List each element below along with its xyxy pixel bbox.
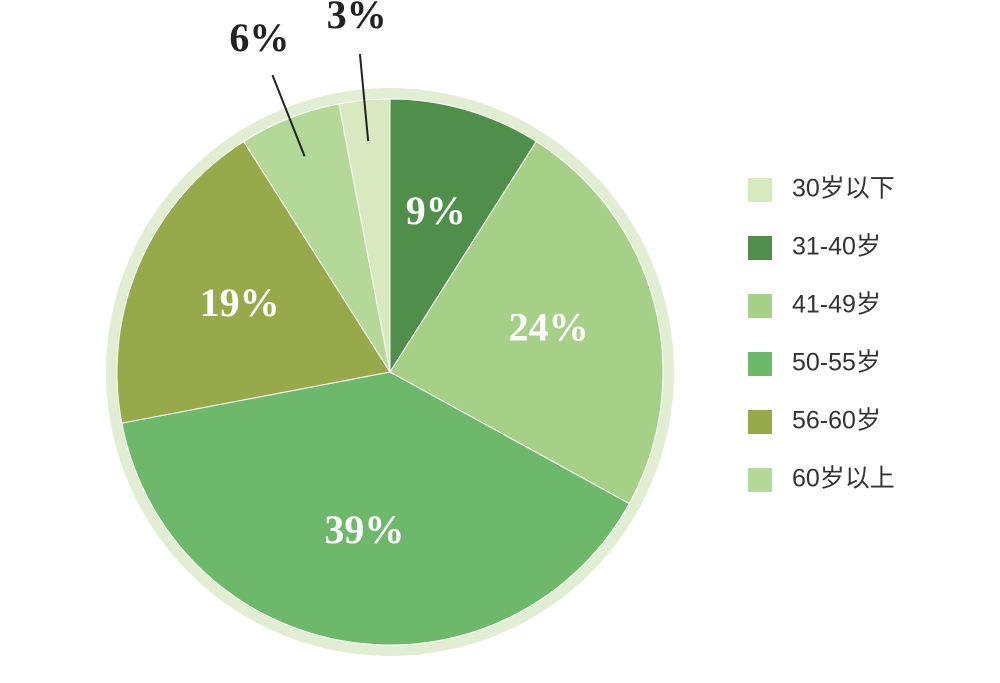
legend-swatch bbox=[748, 294, 772, 318]
slice-label: 19% bbox=[200, 280, 280, 325]
slice-label: 24% bbox=[509, 304, 589, 349]
legend-swatch bbox=[748, 352, 772, 376]
slice-label: 39% bbox=[324, 507, 404, 552]
pie-slice bbox=[389, 140, 664, 505]
slice-label: 3% bbox=[327, 0, 387, 37]
legend-label: 41-49岁 bbox=[792, 291, 881, 319]
legend-swatch bbox=[748, 410, 772, 434]
slice-label: 9% bbox=[406, 188, 466, 233]
legend-label: 31-40岁 bbox=[792, 233, 881, 261]
legend-label: 60岁以上 bbox=[792, 465, 895, 493]
legend-label: 56-60岁 bbox=[792, 407, 881, 435]
leader-line bbox=[358, 53, 370, 142]
legend-swatch bbox=[748, 468, 772, 492]
leader-line bbox=[271, 74, 306, 157]
legend-label: 50-55岁 bbox=[792, 349, 881, 377]
legend-label: 30岁以下 bbox=[792, 175, 895, 203]
pie-slice bbox=[116, 140, 391, 424]
pie-slice bbox=[121, 371, 630, 646]
legend-swatch bbox=[748, 236, 772, 260]
pie-slice bbox=[389, 98, 537, 374]
legend-swatch bbox=[748, 178, 772, 202]
slice-label: 6% bbox=[229, 15, 289, 60]
